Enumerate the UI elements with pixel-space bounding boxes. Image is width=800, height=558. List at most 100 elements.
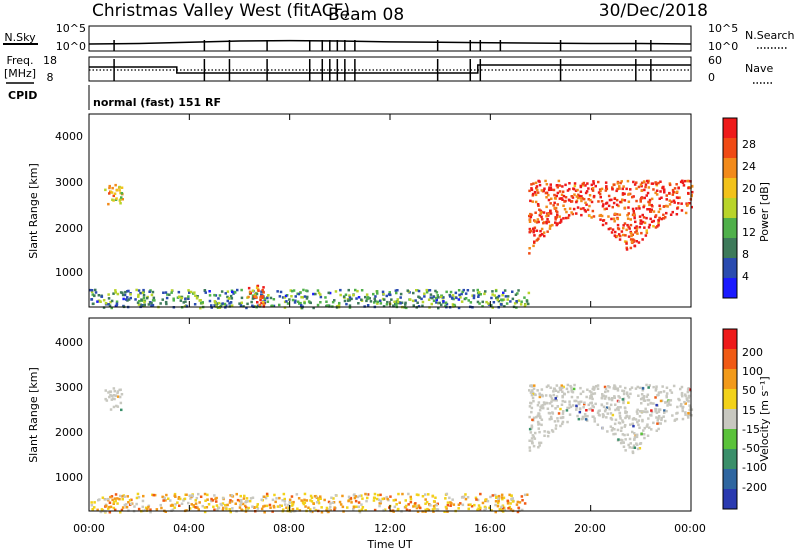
vel-cell-782 (550, 400, 553, 403)
power-cell-919 (673, 201, 676, 204)
vel-cell-1154 (593, 392, 597, 395)
power-cell-916 (677, 196, 680, 200)
power-cell-519 (417, 305, 421, 308)
vel-cell-0 (108, 395, 111, 399)
vel-cell-1096 (537, 414, 541, 418)
vel-cell-593 (164, 510, 167, 513)
vel-cell-44 (287, 503, 290, 507)
power-cell-380 (449, 295, 452, 298)
power-cell-571 (504, 295, 508, 298)
power-cell-337 (429, 293, 433, 296)
vel-cell-269 (483, 505, 487, 509)
power-cell-72 (517, 289, 520, 292)
vel-cell-550 (392, 510, 395, 513)
vel-cell-577 (347, 495, 351, 499)
vel-cell-1152 (637, 419, 641, 422)
vel-cell-198 (501, 497, 504, 501)
vel-cell-429 (163, 497, 166, 500)
vel-cell-801 (552, 393, 555, 397)
power-cell-928 (666, 205, 669, 208)
vel-cell-31 (260, 507, 264, 511)
power-cell-951 (561, 185, 564, 188)
power-cell-917 (648, 198, 652, 202)
power-cell-707 (580, 195, 583, 198)
power-cell-1061 (535, 185, 539, 188)
power-cell-621 (262, 286, 265, 289)
power-cell-722 (627, 235, 631, 238)
vel-cell-10 (116, 405, 120, 408)
vel-cell-912 (602, 394, 605, 398)
freq-panel: Freq. [MHz] 18 8 60 0 Nave (4, 54, 774, 84)
vel-cell-955 (567, 390, 570, 394)
vel-cell-636 (603, 385, 607, 389)
vel-cell-332 (494, 503, 497, 507)
vel-cell-204 (116, 502, 119, 505)
power-cell-31 (437, 306, 440, 310)
vel-cell-271 (203, 492, 207, 496)
power-cell-123 (213, 304, 216, 307)
vel-cell-361 (328, 508, 331, 511)
vel-cell-1009 (645, 383, 648, 387)
power-cell-1036 (619, 181, 622, 185)
power-cell-485 (285, 300, 288, 303)
vel-cell-1004 (635, 433, 639, 437)
vel-cell-731 (667, 402, 670, 406)
vel-cell-789 (663, 411, 666, 414)
power-cell-866 (542, 231, 546, 234)
vel-cell-933 (635, 410, 639, 413)
vel-cell-1089 (618, 412, 622, 415)
power-cell-517 (472, 294, 476, 297)
power-cell-1144 (531, 194, 535, 197)
power-cell-790 (575, 200, 578, 204)
power-cell-1156 (568, 182, 571, 185)
power-cell-540 (500, 303, 503, 306)
power-cell-446 (170, 291, 173, 294)
vel-cell-882 (625, 411, 628, 414)
vel-cell-781 (553, 399, 556, 402)
power-cell-1185 (539, 212, 542, 215)
vel-cell-590 (473, 503, 476, 507)
vel-cell-1151 (657, 410, 661, 413)
vel-cell-541 (379, 500, 383, 503)
power-cell-160 (440, 303, 443, 307)
power-cell-990 (644, 234, 648, 237)
power-cell-696 (568, 187, 571, 191)
power-cell-929 (655, 189, 659, 192)
power-cell-400 (356, 289, 359, 293)
vel-cell-973 (689, 406, 692, 409)
vel-cell-691 (583, 401, 586, 404)
vel-cell-399 (229, 499, 232, 502)
vel-cell-134 (489, 495, 492, 499)
vel-cell-555 (510, 494, 513, 497)
vel-cell-607 (624, 386, 627, 390)
plot-title: Christmas Valley West (fitACF) (92, 1, 350, 21)
xtick-2: 08:00 (273, 522, 305, 535)
power-cell-526 (394, 289, 398, 292)
vel-cell-528 (300, 499, 303, 502)
power-cell-1013 (556, 184, 559, 187)
vel-cell-459 (162, 499, 165, 502)
vel-cell-461 (350, 501, 353, 504)
power-cell-642 (532, 230, 535, 234)
power-cell-600 (365, 293, 369, 296)
vel-cell-1044 (621, 439, 624, 442)
vel-cell-62 (424, 493, 427, 496)
vel-cell-95 (93, 501, 96, 504)
vel-cell-1002 (570, 390, 574, 393)
power-cell-335 (316, 303, 320, 307)
vel-cell-685 (589, 407, 593, 410)
power-cell-315 (252, 297, 255, 300)
vel-cell-1007 (669, 399, 673, 402)
vel-cell-1119 (688, 388, 692, 391)
vel-cell-448 (508, 493, 511, 497)
vel-cell-242 (190, 503, 193, 506)
power-cell-253 (346, 298, 350, 301)
power-cell-1099 (573, 193, 576, 196)
power-cell-455 (392, 304, 395, 307)
vel-cell-422 (195, 496, 199, 500)
vel-cell-1116 (553, 420, 557, 423)
vel-cell-260 (244, 504, 247, 508)
power-cell-340 (497, 294, 501, 298)
power-cell-205 (481, 305, 484, 308)
power-cell-1033 (561, 198, 564, 201)
